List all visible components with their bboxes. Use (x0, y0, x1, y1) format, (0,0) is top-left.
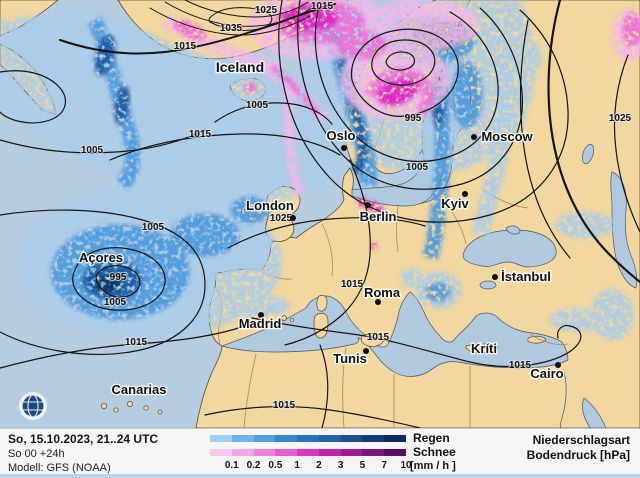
city-label: Moscow (481, 129, 533, 144)
legend-tick: 0.2 (246, 460, 261, 471)
city-label: Madrid (239, 316, 282, 331)
city-dot (471, 134, 477, 140)
city-label: Iceland (216, 59, 264, 75)
color-segment (384, 435, 407, 442)
color-segment (340, 449, 363, 456)
city-dot (341, 145, 347, 151)
pressure-label: 1035 (220, 23, 243, 34)
city-label: Açores (79, 250, 123, 265)
legend-tick: 10 (400, 460, 412, 471)
color-segment (362, 449, 385, 456)
city-label: Berlin (360, 209, 397, 224)
legend-unit: [mm / h ] (410, 460, 456, 472)
color-segment (253, 435, 276, 442)
rain-label: Regen (413, 431, 450, 445)
pressure-label: 995 (110, 272, 127, 283)
color-segment (297, 435, 319, 442)
color-segment (275, 449, 298, 456)
pressure-label: 1005 (104, 297, 127, 308)
valid-time: So, 15.10.2023, 21..24 UTC (8, 432, 159, 446)
color-segment (318, 449, 341, 456)
precipitation-rain-layer (0, 0, 634, 341)
pressure-label: 1015 (273, 400, 296, 411)
color-segment (253, 449, 276, 456)
pressure-label: 1005 (246, 100, 269, 111)
pressure-label: 1015 (341, 279, 364, 290)
legend-tick: 2 (316, 460, 322, 471)
model-name: Modell: GFS (NOAA) (8, 462, 111, 474)
color-segment (231, 449, 254, 456)
legend-tick: 3 (337, 460, 344, 471)
run-offset: So 00 +24h (8, 448, 65, 460)
pressure-label: 1015 (125, 337, 148, 348)
pressure-label: 1015 (189, 129, 212, 140)
city-dot (365, 202, 371, 208)
pressure-title: Bodendruck [hPa] (526, 448, 630, 462)
pressure-label: 1005 (142, 222, 165, 233)
color-segment (362, 435, 385, 442)
snow-colorbar (210, 449, 407, 456)
legend-tick: 5 (359, 460, 366, 471)
legend-ticks: 0.1 0.2 0.5 1 2 3 5 7 10 (0, 460, 640, 472)
city-label: Roma (364, 285, 401, 300)
city-label: London (246, 198, 294, 213)
run-info: So, 15.10.2023, 21..24 UTC So 00 +24h Mo… (8, 432, 158, 475)
pressure-label: 1025 (270, 213, 293, 224)
pressure-label: 1015 (311, 1, 334, 12)
map-titles: Niederschlagsart Bodendruck [hPa] (527, 433, 630, 463)
weather-map: 1015 1025 1035 1015 1005 1015 1005 995 1025 1005 1… (0, 0, 640, 429)
city-label: Cairo (530, 366, 563, 381)
color-segment (210, 435, 232, 442)
precipitation-snow-layer (161, 0, 640, 249)
city-dot (375, 299, 381, 305)
city-dot (290, 215, 296, 221)
rain-colorbar (210, 435, 407, 442)
pressure-label: 1015 (174, 41, 197, 52)
legend-tick: 0.5 (268, 460, 283, 471)
footer-bar: So, 15.10.2023, 21..24 UTC So 00 +24h Mo… (0, 428, 640, 478)
city-label: Kyiv (441, 196, 469, 211)
pressure-label: 1025 (609, 113, 632, 124)
isobar-layer (0, 0, 640, 429)
pressure-label: 1025 (255, 5, 278, 16)
city-label: Oslo (327, 128, 356, 143)
color-segment (275, 435, 298, 442)
city-dot (258, 312, 264, 318)
color-segment (297, 449, 319, 456)
city-label: Canarias (112, 382, 167, 397)
color-segment (318, 435, 341, 442)
city-dot (363, 348, 369, 354)
color-segment (210, 449, 232, 456)
city-labels-layer: Iceland Oslo Moscow London Berlin Kyiv İstanbu… (78, 58, 566, 399)
color-segment (384, 449, 407, 456)
map-area: 1015 1025 1035 1015 1005 1015 1005 995 1025 1005 1… (0, 0, 640, 429)
city-dot (555, 362, 561, 368)
city-label: Kríti (471, 341, 497, 356)
pressure-label: 995 (405, 113, 422, 124)
pressure-labels-layer: 1015 1025 1035 1015 1005 1015 1005 995 1025 1005 1… (80, 0, 633, 412)
city-dot (492, 274, 498, 280)
pressure-label: 1015 (509, 360, 532, 371)
snow-label: Schnee (413, 445, 456, 459)
bottom-strip (0, 474, 640, 478)
city-dot (462, 191, 468, 197)
pressure-label: 1005 (81, 145, 104, 156)
city-label: İstanbul (501, 269, 551, 284)
color-segment (231, 435, 254, 442)
city-label: Tunis (333, 351, 367, 366)
color-segment (340, 435, 363, 442)
precip-type-title: Niederschlagsart (532, 433, 630, 447)
pressure-label: 1005 (406, 162, 429, 173)
legend-tick: 7 (381, 460, 387, 471)
legend-tick: 1 (294, 460, 300, 471)
globe-logo-icon (19, 392, 47, 420)
legend-tick: 0.1 (224, 460, 239, 471)
pressure-label: 1015 (367, 332, 390, 343)
